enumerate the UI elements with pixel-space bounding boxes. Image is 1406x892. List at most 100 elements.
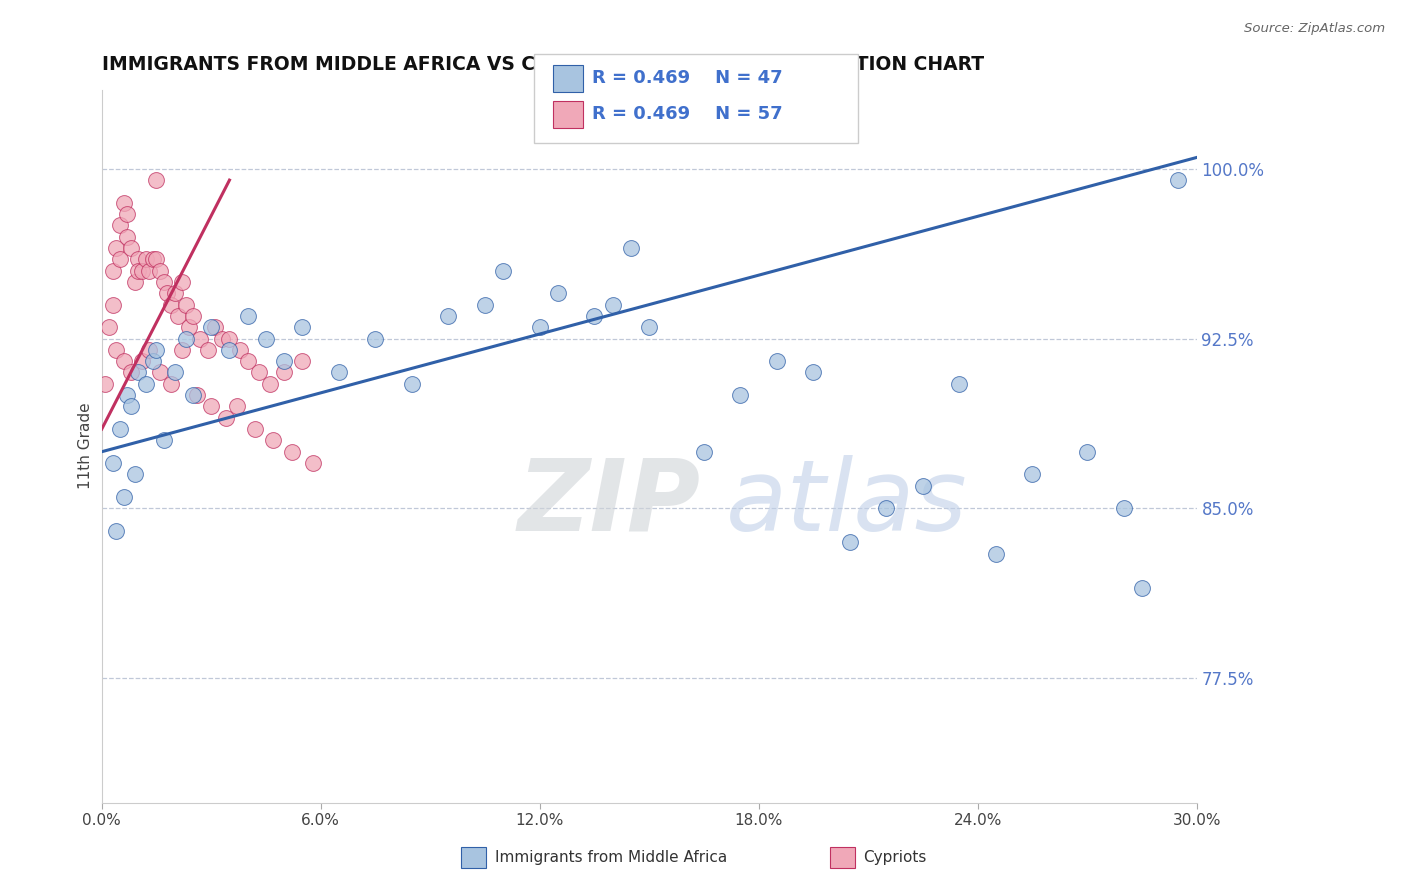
Point: [215, 410, 238, 425]
Point: [170, 275, 193, 289]
Point: [163, 366, 186, 380]
Point: [236, 309, 259, 323]
Point: [149, 263, 172, 277]
Point: [638, 320, 661, 334]
Point: [131, 263, 153, 277]
Point: [127, 366, 149, 380]
Point: [247, 366, 270, 380]
Point: [188, 332, 211, 346]
Point: [160, 297, 183, 311]
Point: [437, 309, 460, 323]
Point: [145, 173, 167, 187]
Point: [1076, 444, 1098, 458]
Text: Immigrants from Middle Africa: Immigrants from Middle Africa: [495, 850, 727, 864]
Point: [1167, 173, 1189, 187]
Point: [197, 343, 219, 357]
Point: [149, 366, 172, 380]
Point: [583, 309, 606, 323]
Point: [1112, 501, 1135, 516]
Point: [94, 376, 117, 391]
Point: [127, 252, 149, 267]
Point: [204, 320, 226, 334]
Point: [291, 320, 314, 334]
Point: [160, 376, 183, 391]
Point: [156, 286, 179, 301]
Point: [225, 400, 247, 414]
Point: [529, 320, 551, 334]
Point: [105, 524, 128, 538]
Point: [547, 286, 569, 301]
Point: [142, 354, 165, 368]
Point: [145, 343, 167, 357]
Text: Cypriots: Cypriots: [863, 850, 927, 864]
Point: [131, 354, 153, 368]
Point: [229, 343, 252, 357]
Point: [117, 229, 139, 244]
Point: [200, 400, 222, 414]
Text: R = 0.469    N = 57: R = 0.469 N = 57: [592, 105, 783, 123]
Point: [693, 444, 716, 458]
Point: [127, 263, 149, 277]
Text: R = 0.469    N = 47: R = 0.469 N = 47: [592, 70, 783, 87]
Point: [803, 366, 825, 380]
Point: [124, 467, 146, 482]
Point: [181, 309, 204, 323]
Point: [120, 241, 142, 255]
Point: [492, 263, 515, 277]
Point: [112, 354, 135, 368]
Point: [948, 376, 970, 391]
Point: [152, 275, 174, 289]
Point: [135, 252, 157, 267]
Point: [124, 275, 146, 289]
Point: [401, 376, 423, 391]
Point: [280, 444, 302, 458]
Point: [105, 343, 128, 357]
Point: [174, 297, 197, 311]
Point: [135, 376, 157, 391]
Point: [218, 332, 240, 346]
Point: [98, 320, 121, 334]
Point: [766, 354, 789, 368]
Point: [328, 366, 350, 380]
Point: [108, 219, 131, 233]
Point: [101, 297, 124, 311]
Point: [364, 332, 387, 346]
Point: [152, 434, 174, 448]
Point: [138, 343, 160, 357]
Point: [620, 241, 643, 255]
Point: [117, 207, 139, 221]
Point: [1021, 467, 1043, 482]
Point: [108, 422, 131, 436]
Point: [112, 490, 135, 504]
Point: [211, 332, 233, 346]
Text: Source: ZipAtlas.com: Source: ZipAtlas.com: [1244, 22, 1385, 36]
Point: [1130, 581, 1153, 595]
Point: [262, 434, 284, 448]
Y-axis label: 11th Grade: 11th Grade: [79, 403, 93, 490]
Point: [170, 343, 193, 357]
Point: [602, 297, 624, 311]
Point: [174, 332, 197, 346]
Point: [101, 456, 124, 470]
Point: [200, 320, 222, 334]
Point: [273, 354, 295, 368]
Text: atlas: atlas: [725, 455, 967, 551]
Point: [218, 343, 240, 357]
Point: [142, 252, 165, 267]
Point: [273, 366, 295, 380]
Point: [254, 332, 277, 346]
Point: [236, 354, 259, 368]
Point: [875, 501, 897, 516]
Point: [302, 456, 325, 470]
Point: [108, 252, 131, 267]
Point: [730, 388, 752, 402]
Point: [120, 366, 142, 380]
Point: [163, 286, 186, 301]
Point: [474, 297, 496, 311]
Point: [105, 241, 128, 255]
Point: [120, 400, 142, 414]
Point: [186, 388, 208, 402]
Point: [167, 309, 190, 323]
Point: [838, 535, 860, 549]
Point: [984, 547, 1007, 561]
